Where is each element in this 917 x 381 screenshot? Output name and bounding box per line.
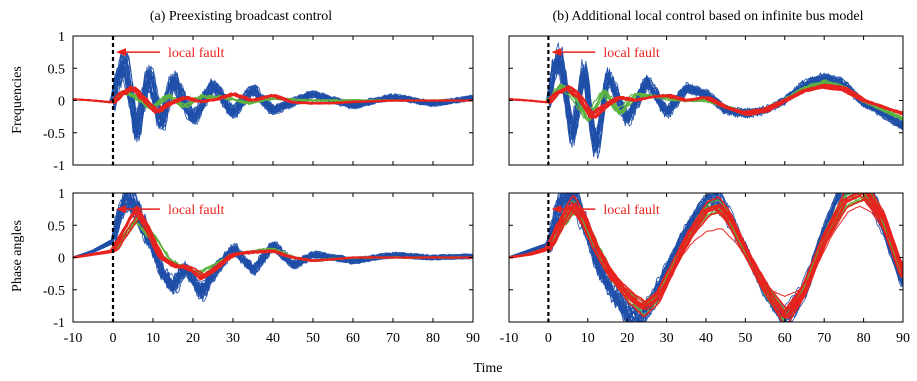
y-tick-label: -0.5 bbox=[43, 127, 65, 142]
y-tick-label: 1 bbox=[58, 187, 65, 202]
x-tick-label: 90 bbox=[896, 331, 910, 346]
y-tick-label: 0.5 bbox=[48, 62, 66, 77]
y-tick-label: -1 bbox=[53, 316, 65, 331]
column-title-a: (a) Preexisting broadcast control bbox=[150, 9, 332, 24]
annotation-label: local fault bbox=[603, 203, 659, 218]
series-line-red bbox=[509, 201, 903, 304]
annotation-arrowhead bbox=[116, 205, 126, 214]
series-line-red bbox=[509, 193, 903, 319]
x-tick-label: 30 bbox=[226, 331, 240, 346]
panel-a-top: local fault -1 -0.5 0 0.5 1 bbox=[43, 30, 474, 174]
x-tick-label: 80 bbox=[857, 331, 871, 346]
row-label-frequencies: Frequencies bbox=[10, 66, 25, 134]
x-tick-label: 40 bbox=[699, 331, 713, 346]
y-tick-label: -1 bbox=[53, 159, 65, 174]
plot-area bbox=[73, 52, 473, 143]
x-tick-label: 90 bbox=[466, 331, 480, 346]
panel-a-bottom: local fault -1 -0.5 0 0.5 1 -10 0 10 20 30 40 50 60 70… bbox=[43, 187, 480, 346]
series-line-blue bbox=[509, 193, 903, 322]
y-tick-label: 0 bbox=[58, 252, 65, 267]
plot-area bbox=[509, 193, 903, 322]
annotation-arrowhead bbox=[116, 48, 126, 57]
x-tick-label: 50 bbox=[306, 331, 320, 346]
x-tick-label: 20 bbox=[620, 331, 634, 346]
x-axis-label: Time bbox=[473, 361, 502, 376]
x-tick-label: 0 bbox=[545, 331, 552, 346]
series-line-blue bbox=[509, 193, 903, 322]
y-tick-label: -0.5 bbox=[43, 284, 65, 299]
x-tick-label: 80 bbox=[426, 331, 440, 346]
x-tick-label: 40 bbox=[266, 331, 280, 346]
x-tick-label: 50 bbox=[738, 331, 752, 346]
x-tick-label: -10 bbox=[500, 331, 519, 346]
series-line-blue bbox=[73, 60, 473, 134]
plot-area bbox=[73, 193, 473, 303]
x-tick-label: -10 bbox=[64, 331, 83, 346]
panel-b-bottom: local fault -10 0 10 20 30 40 50 60 70 80 90 bbox=[500, 192, 910, 346]
x-tick-label: 70 bbox=[817, 331, 831, 346]
annotation-arrowhead bbox=[551, 205, 562, 214]
x-tick-label: 70 bbox=[386, 331, 400, 346]
x-tick-label: 60 bbox=[778, 331, 792, 346]
y-tick-label: 0 bbox=[58, 95, 65, 110]
x-tick-label: 10 bbox=[146, 331, 160, 346]
y-tick-label: 1 bbox=[58, 30, 65, 45]
annotation-label: local fault bbox=[168, 203, 224, 218]
annotation-label: local fault bbox=[603, 46, 659, 61]
x-tick-label: 30 bbox=[660, 331, 674, 346]
column-title-b: (b) Additional local control based on in… bbox=[552, 9, 863, 24]
x-tick-label: 20 bbox=[186, 331, 200, 346]
series-line-green bbox=[509, 195, 903, 315]
series-line-blue bbox=[509, 193, 903, 322]
series-line-blue bbox=[509, 193, 903, 322]
x-tick-label: 60 bbox=[346, 331, 360, 346]
series-line-blue bbox=[73, 193, 473, 303]
series-line-red bbox=[509, 86, 903, 116]
x-tick-label: 10 bbox=[581, 331, 595, 346]
series-line-red bbox=[509, 193, 903, 322]
y-tick-label: 0.5 bbox=[48, 219, 66, 234]
series-line-blue bbox=[509, 193, 903, 322]
annotation-label: local fault bbox=[168, 46, 224, 61]
x-tick-label: 0 bbox=[110, 331, 117, 346]
series-line-red bbox=[509, 83, 903, 119]
panel-b-top: local fault bbox=[508, 35, 904, 166]
row-label-phase-angles: Phase angles bbox=[10, 220, 25, 292]
series-line-blue bbox=[73, 194, 473, 294]
annotation-arrowhead bbox=[551, 48, 562, 57]
plot-area bbox=[509, 42, 903, 160]
series-line-red bbox=[73, 87, 473, 113]
